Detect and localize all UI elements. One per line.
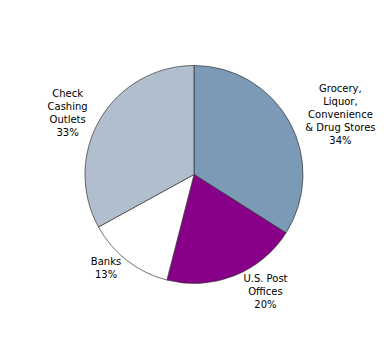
svg-text:Grocery,Liquor,Convenience& Dr: Grocery,Liquor,Convenience& Drug Stores3… [305,83,375,146]
svg-text:U.S. PostOffices20%: U.S. PostOffices20% [243,273,287,310]
svg-text:Banks13%: Banks13% [91,256,121,280]
svg-text:CheckCashingOutlets33%: CheckCashingOutlets33% [48,88,88,138]
